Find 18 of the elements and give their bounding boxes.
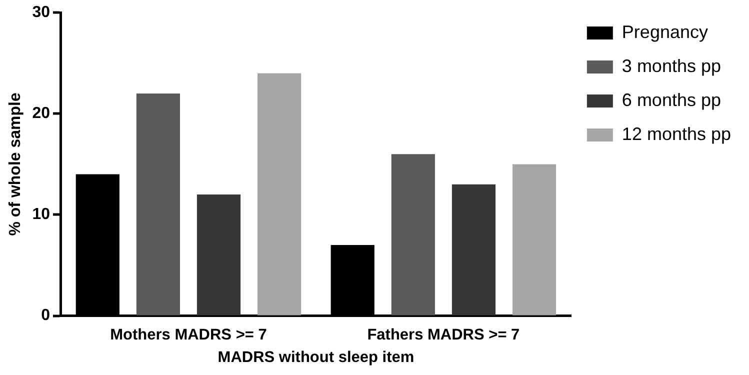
legend-label: Pregnancy [622, 22, 708, 42]
y-tick-label: 0 [41, 307, 50, 324]
x-axis-title: MADRS without sleep item [218, 348, 414, 366]
y-tick-label: 10 [32, 206, 50, 224]
legend-label: 3 months pp [622, 56, 721, 76]
y-axis-title: % of whole sample [7, 92, 24, 236]
legend-label: 6 months pp [622, 90, 721, 110]
legend-label: 12 months pp [622, 124, 732, 144]
x-tick-label: Fathers MADRS >= 7 [367, 326, 520, 344]
y-tick-label: 30 [32, 4, 50, 22]
bar [196, 194, 241, 316]
y-tick-label: 20 [32, 105, 50, 122]
bar [452, 184, 496, 316]
x-tick-label: Mothers MADRS >= 7 [110, 326, 267, 344]
bar [136, 93, 180, 316]
bar [512, 164, 556, 316]
bar [258, 73, 302, 316]
bar [391, 154, 435, 316]
